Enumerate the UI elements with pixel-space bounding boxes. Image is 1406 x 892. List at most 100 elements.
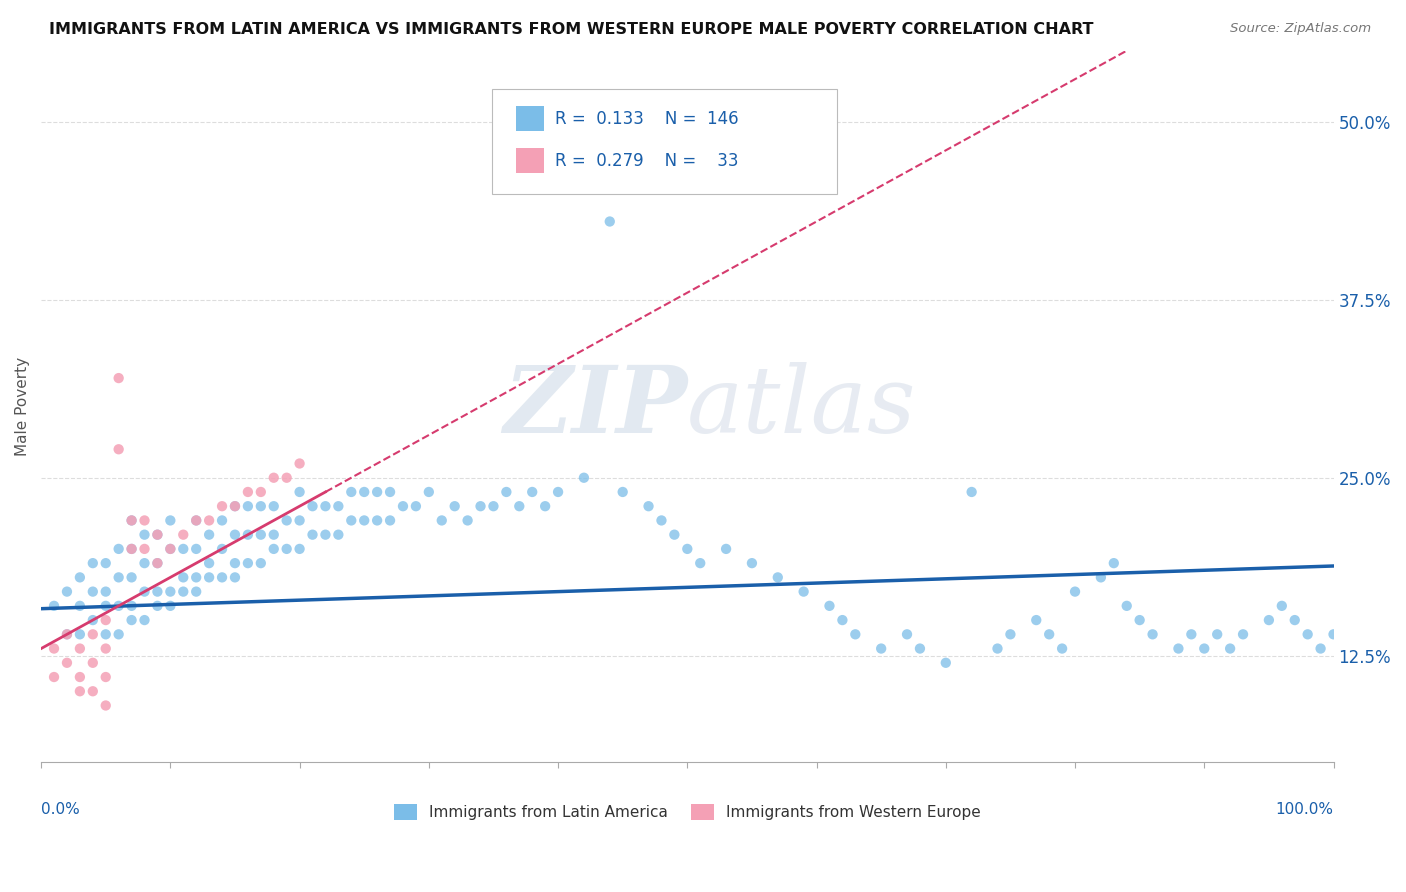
Point xyxy=(146,556,169,570)
Point xyxy=(1271,599,1294,613)
Point xyxy=(94,641,117,656)
Point xyxy=(69,570,91,584)
Point xyxy=(198,513,221,527)
Point xyxy=(82,627,104,641)
Point xyxy=(121,513,143,527)
Point xyxy=(470,499,492,513)
Point xyxy=(340,513,363,527)
Point xyxy=(430,513,453,527)
Point xyxy=(263,541,285,556)
Point xyxy=(69,599,91,613)
Point xyxy=(121,513,143,527)
Point xyxy=(94,599,117,613)
Point xyxy=(94,698,117,713)
Point xyxy=(676,541,699,556)
Text: atlas: atlas xyxy=(688,361,917,451)
Point xyxy=(121,541,143,556)
Point xyxy=(94,584,117,599)
Point xyxy=(56,656,79,670)
Point xyxy=(42,670,65,684)
Point xyxy=(831,613,853,627)
Point xyxy=(146,556,169,570)
Point xyxy=(960,485,983,500)
Point xyxy=(935,656,957,670)
Point xyxy=(107,570,129,584)
Point xyxy=(211,499,233,513)
Point xyxy=(353,513,375,527)
Point xyxy=(236,556,259,570)
Point xyxy=(224,499,246,513)
Point xyxy=(328,527,350,541)
Point xyxy=(405,499,427,513)
Point xyxy=(443,499,465,513)
Point xyxy=(314,527,336,541)
Point xyxy=(547,485,569,500)
Point xyxy=(121,570,143,584)
Point xyxy=(172,541,194,556)
Text: Source: ZipAtlas.com: Source: ZipAtlas.com xyxy=(1230,22,1371,36)
Point xyxy=(186,584,208,599)
Point xyxy=(986,641,1008,656)
Point xyxy=(288,513,311,527)
Point xyxy=(107,541,129,556)
Point xyxy=(766,570,789,584)
Legend: Immigrants from Latin America, Immigrants from Western Europe: Immigrants from Latin America, Immigrant… xyxy=(388,797,987,826)
Point xyxy=(844,627,866,641)
Point xyxy=(134,527,156,541)
Point xyxy=(224,556,246,570)
Point xyxy=(741,556,763,570)
Point xyxy=(69,641,91,656)
Point xyxy=(908,641,931,656)
Point xyxy=(896,627,918,641)
Point xyxy=(1194,641,1216,656)
Point xyxy=(689,556,711,570)
Point xyxy=(263,499,285,513)
Point xyxy=(1257,613,1279,627)
Point xyxy=(42,599,65,613)
Point xyxy=(1206,627,1229,641)
Point xyxy=(818,599,841,613)
Point xyxy=(224,499,246,513)
Point xyxy=(107,442,129,457)
Point xyxy=(211,513,233,527)
Point xyxy=(276,471,298,485)
Point xyxy=(146,584,169,599)
Point xyxy=(69,670,91,684)
Point xyxy=(186,513,208,527)
Point xyxy=(276,513,298,527)
Point xyxy=(353,485,375,500)
Point xyxy=(508,499,530,513)
Point xyxy=(250,527,273,541)
Point xyxy=(94,613,117,627)
Point xyxy=(328,499,350,513)
Point xyxy=(1322,627,1344,641)
Point xyxy=(612,485,634,500)
Point xyxy=(301,527,323,541)
Point xyxy=(146,527,169,541)
Point xyxy=(146,527,169,541)
Point xyxy=(172,570,194,584)
Point xyxy=(56,627,79,641)
Point xyxy=(159,513,181,527)
Point xyxy=(392,499,415,513)
Point xyxy=(457,513,479,527)
Point xyxy=(314,499,336,513)
Point xyxy=(495,485,517,500)
Text: R =  0.279    N =    33: R = 0.279 N = 33 xyxy=(555,152,740,169)
Point xyxy=(1025,613,1047,627)
Point xyxy=(186,570,208,584)
Point xyxy=(1000,627,1022,641)
Point xyxy=(1284,613,1306,627)
Point xyxy=(1180,627,1202,641)
Point xyxy=(263,471,285,485)
Point xyxy=(94,627,117,641)
Point xyxy=(82,656,104,670)
Point xyxy=(378,513,401,527)
Point xyxy=(1296,627,1319,641)
Point xyxy=(534,499,557,513)
Point xyxy=(107,371,129,385)
Point xyxy=(1219,641,1241,656)
Point xyxy=(56,584,79,599)
Point xyxy=(482,499,505,513)
Point xyxy=(134,584,156,599)
